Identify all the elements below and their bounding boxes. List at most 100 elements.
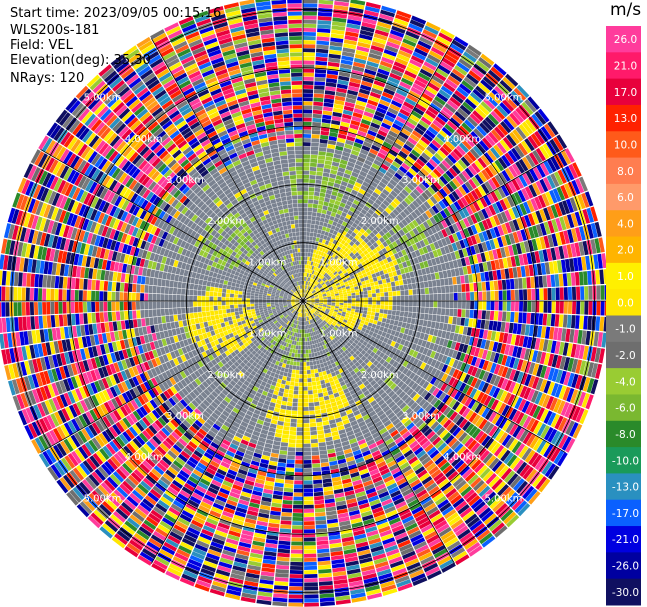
velocity-gate <box>333 244 339 250</box>
velocity-gate <box>307 345 311 350</box>
velocity-gate <box>385 363 392 370</box>
velocity-gate <box>276 466 286 472</box>
velocity-gate <box>359 424 368 431</box>
velocity-gate <box>395 183 404 192</box>
velocity-gate <box>325 343 330 348</box>
velocity-gate <box>301 309 303 313</box>
velocity-gate <box>396 399 404 407</box>
velocity-gate <box>252 430 261 437</box>
velocity-gate <box>337 321 342 326</box>
velocity-gate <box>386 256 393 263</box>
velocity-gate <box>364 191 372 199</box>
velocity-gate <box>497 123 509 136</box>
velocity-gate <box>304 289 306 294</box>
velocity-gate <box>383 309 388 315</box>
velocity-gate <box>311 289 315 293</box>
velocity-gate <box>284 479 294 485</box>
velocity-gate <box>552 260 559 274</box>
velocity-gate <box>347 318 353 323</box>
velocity-gate <box>304 293 306 298</box>
velocity-gate <box>356 205 363 212</box>
velocity-gate <box>384 84 397 92</box>
velocity-gate <box>350 0 366 6</box>
velocity-gate <box>330 169 338 175</box>
velocity-gate <box>313 491 324 497</box>
velocity-gate <box>322 314 327 318</box>
velocity-gate <box>327 296 332 299</box>
velocity-gate <box>558 434 569 449</box>
velocity-gate <box>568 164 579 179</box>
velocity-gate <box>466 246 472 256</box>
velocity-gate <box>585 255 591 270</box>
velocity-gate <box>341 313 346 317</box>
velocity-gate <box>493 188 503 201</box>
velocity-gate <box>314 69 327 74</box>
velocity-gate <box>487 397 496 409</box>
velocity-gate <box>398 351 405 358</box>
velocity-gate <box>514 500 528 514</box>
velocity-gate <box>398 391 406 399</box>
velocity-gate <box>397 539 411 548</box>
velocity-gate <box>554 415 564 430</box>
velocity-gate <box>303 101 313 106</box>
velocity-gate <box>386 152 396 161</box>
velocity-gate <box>319 302 323 305</box>
velocity-gate <box>497 483 509 497</box>
velocity-gate <box>308 353 312 358</box>
velocity-gate <box>412 576 428 586</box>
velocity-gate <box>323 272 328 277</box>
velocity-gate <box>372 304 377 309</box>
velocity-gate <box>499 390 508 402</box>
velocity-gate <box>439 210 448 219</box>
velocity-gate <box>433 71 447 82</box>
velocity-gate <box>321 256 325 261</box>
velocity-gate <box>366 283 371 288</box>
velocity-gate <box>437 555 452 566</box>
velocity-gate <box>400 290 405 296</box>
velocity-gate <box>567 286 573 300</box>
velocity-gate <box>312 261 316 267</box>
velocity-gate <box>376 296 381 301</box>
velocity-gate <box>349 313 354 318</box>
velocity-gate <box>407 265 413 273</box>
velocity-gate <box>372 264 378 270</box>
velocity-gate <box>430 359 437 368</box>
velocity-gate <box>508 165 518 178</box>
velocity-gate <box>326 518 339 524</box>
velocity-gate <box>326 292 331 295</box>
velocity-gate <box>598 348 605 364</box>
velocity-gate <box>430 367 438 376</box>
velocity-gate <box>263 488 273 495</box>
velocity-gate <box>296 427 303 432</box>
velocity-gate <box>446 205 455 215</box>
velocity-gate <box>323 168 331 174</box>
velocity-gate <box>509 456 521 470</box>
velocity-gate <box>577 194 586 210</box>
velocity-gate <box>340 180 348 187</box>
velocity-gate <box>442 432 452 442</box>
velocity-gate <box>412 227 420 236</box>
velocity-gate <box>401 431 411 439</box>
velocity-gate <box>575 359 583 374</box>
velocity-gate <box>456 86 469 98</box>
velocity-gate <box>428 509 441 520</box>
velocity-gate <box>564 165 575 181</box>
velocity-gate <box>588 285 593 300</box>
velocity-gate <box>360 301 364 304</box>
velocity-gate <box>405 354 412 362</box>
velocity-gate <box>563 230 570 244</box>
velocity-gate <box>345 31 359 38</box>
velocity-gate <box>379 270 385 276</box>
velocity-gate <box>401 200 409 208</box>
velocity-gate <box>259 411 267 418</box>
velocity-gate <box>307 374 312 379</box>
velocity-gate <box>322 387 328 393</box>
velocity-gate <box>392 291 397 296</box>
velocity-gate <box>378 64 392 73</box>
velocity-gate <box>439 429 449 439</box>
velocity-gate <box>204 556 219 565</box>
velocity-gate <box>478 432 488 444</box>
velocity-gate <box>321 383 327 389</box>
velocity-gate <box>407 312 413 318</box>
velocity-gate <box>346 430 355 437</box>
